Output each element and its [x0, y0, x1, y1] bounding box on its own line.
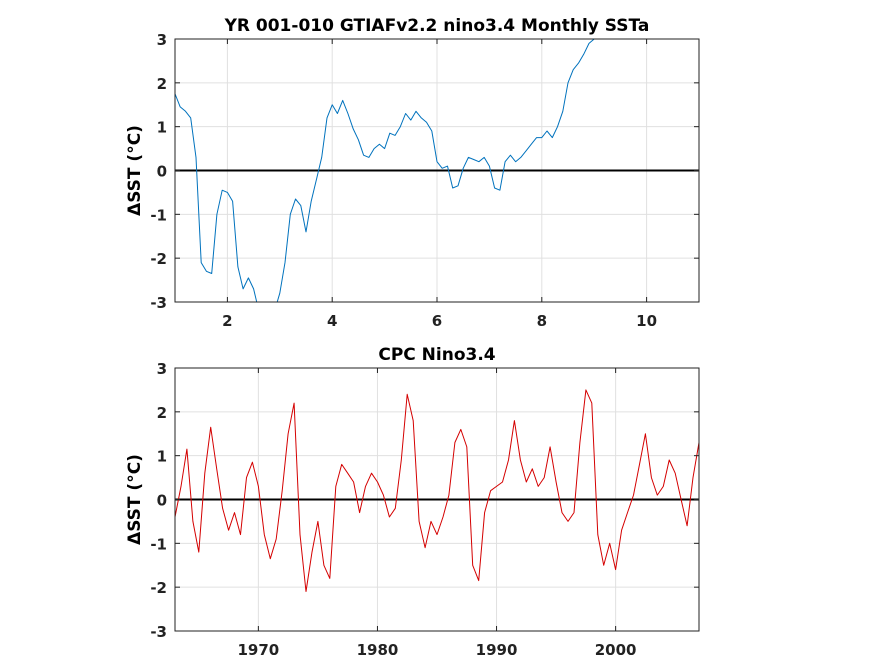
- y-tick-label: 0: [157, 492, 167, 510]
- y-axis-label: ΔSST (°C): [125, 454, 145, 545]
- y-tick-label: -3: [150, 623, 167, 641]
- x-tick-label: 1970: [237, 641, 279, 656]
- x-tick-label: 1990: [476, 641, 518, 656]
- y-tick-label: -2: [150, 579, 167, 597]
- x-tick-label: 4: [327, 312, 337, 330]
- y-tick-label: 3: [157, 31, 167, 49]
- x-tick-label: 1980: [357, 641, 399, 656]
- y-tick-label: 0: [157, 163, 167, 181]
- y-tick-label: 1: [157, 448, 167, 466]
- chart-title: YR 001-010 GTIAFv2.2 nino3.4 Monthly SST…: [224, 16, 650, 36]
- series-line-1: [175, 39, 596, 302]
- y-tick-label: -1: [150, 535, 167, 553]
- y-tick-label: 1: [157, 119, 167, 137]
- x-tick-label: 2000: [595, 641, 637, 656]
- chart-1: 2 4 6 8 10 -3 -2 -1 0 1 2 3 YR 001-010 GTIAFv2.2 nin…: [125, 16, 700, 330]
- series-line-1: [175, 389, 699, 592]
- y-tick-label: -3: [150, 294, 167, 312]
- y-tick-label: -1: [150, 206, 167, 224]
- y-tick-label: 2: [157, 404, 167, 422]
- y-tick-label: 2: [157, 75, 167, 93]
- chart-title: CPC Nino3.4: [378, 345, 495, 365]
- chart-2: 1970 1980 1990 2000 -3 -2 -1 0 1 2 3 CPC Nino3.4 ΔSS…: [125, 345, 700, 656]
- x-tick-label: 6: [432, 312, 442, 330]
- x-tick-label: 8: [537, 312, 547, 330]
- x-tick-label: 2: [222, 312, 232, 330]
- y-tick-label: -2: [150, 250, 167, 268]
- y-axis-label: ΔSST (°C): [125, 125, 145, 216]
- y-tick-label: 3: [157, 360, 167, 378]
- x-tick-label: 10: [636, 312, 657, 330]
